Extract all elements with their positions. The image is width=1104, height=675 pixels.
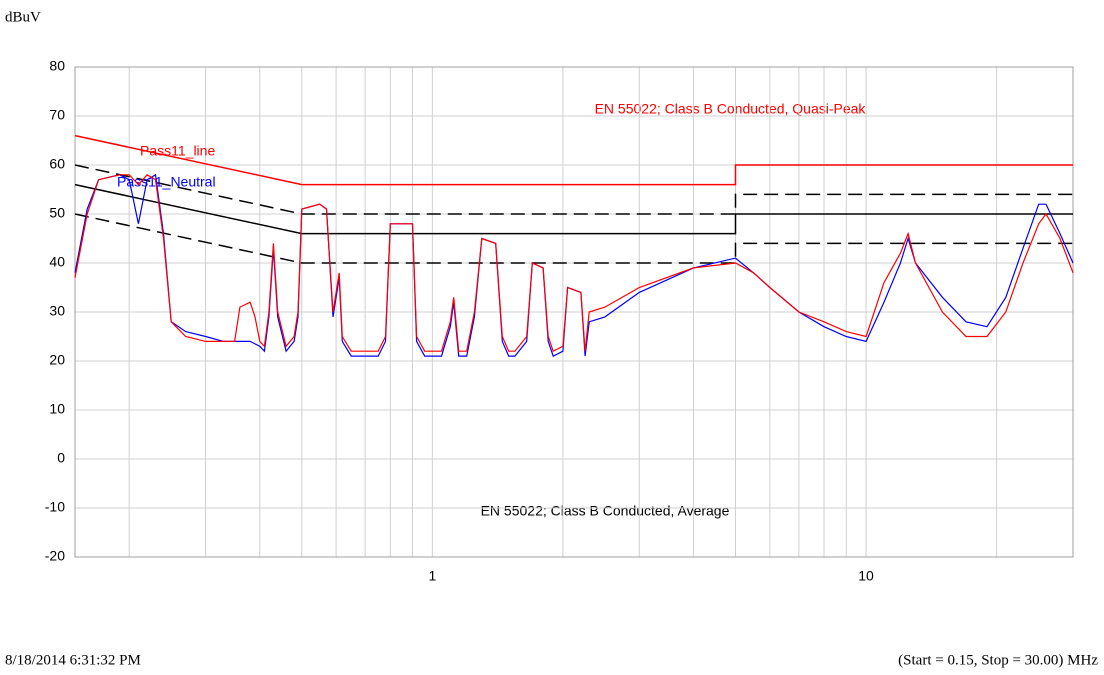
y-axis-label: dBuV xyxy=(5,9,41,25)
y-tick-label: -10 xyxy=(45,499,65,515)
x-tick-label: 1 xyxy=(428,568,436,584)
annotation: EN 55022; Class B Conducted, Quasi-Peak xyxy=(595,101,867,117)
y-tick-label: 40 xyxy=(49,254,65,270)
y-tick-label: -20 xyxy=(45,548,65,564)
footer-left: 8/18/2014 6:31:32 PM xyxy=(5,652,141,668)
plot-frame xyxy=(74,66,1074,558)
annotation: EN 55022; Class B Conducted, Average xyxy=(481,503,730,519)
legend-label: Pass11_line xyxy=(140,143,215,159)
series-line xyxy=(74,173,1074,357)
x-tick-label: 10 xyxy=(858,568,874,584)
series-line xyxy=(74,183,1073,235)
y-tick-label: 60 xyxy=(49,156,65,172)
y-tick-label: 50 xyxy=(49,205,65,221)
series-line xyxy=(74,213,1073,264)
series-line xyxy=(74,164,1073,215)
y-tick-label: 70 xyxy=(49,107,65,123)
series-line xyxy=(74,134,1073,186)
y-tick-label: 30 xyxy=(49,303,65,319)
footer-right: (Start = 0.15, Stop = 30.00) MHz xyxy=(898,652,1098,668)
y-tick-label: 20 xyxy=(49,352,65,368)
y-tick-label: 10 xyxy=(49,401,65,417)
y-tick-label: 0 xyxy=(57,450,65,466)
series-line xyxy=(74,174,1074,353)
y-tick-label: 80 xyxy=(49,58,65,74)
legend-label: Pass11_Neutral xyxy=(117,174,216,190)
